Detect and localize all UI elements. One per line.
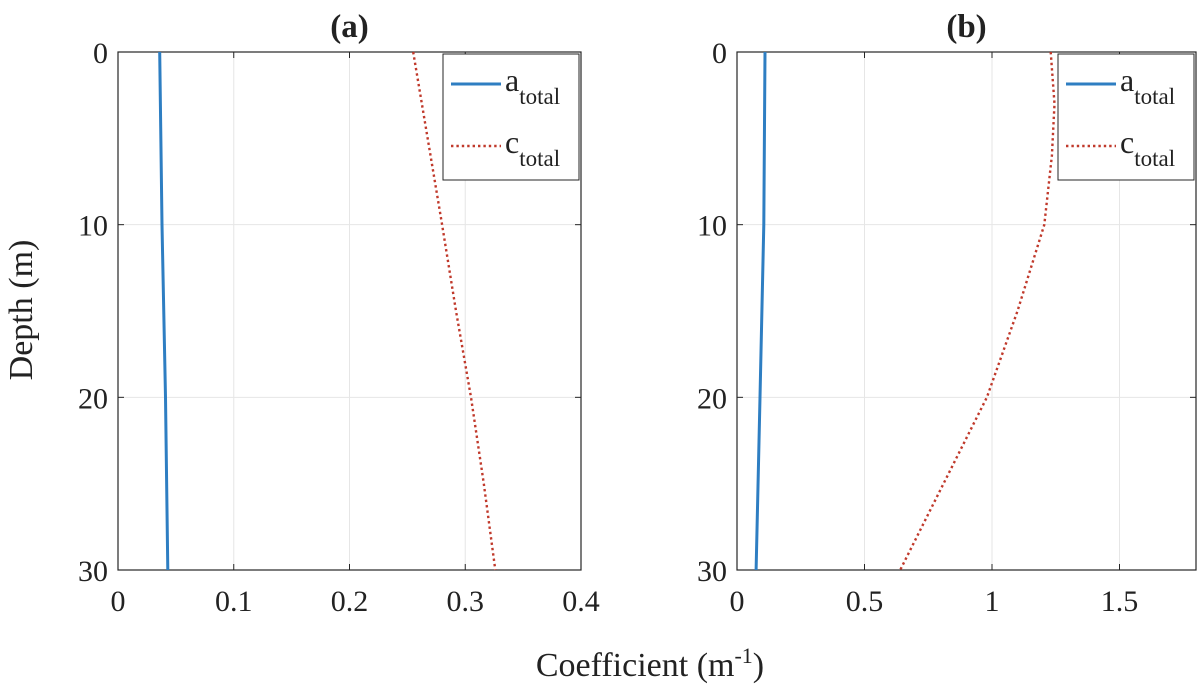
x-tick-label: 0.4 bbox=[562, 585, 600, 618]
y-tick-label: 0 bbox=[712, 37, 727, 70]
x-tick-label: 1 bbox=[985, 585, 1000, 618]
legend-label-subscript: total bbox=[1134, 146, 1175, 171]
legend-label-c_total: ctotal bbox=[1120, 124, 1175, 171]
legend-label-subscript: total bbox=[519, 146, 560, 171]
x-tick-label: 0 bbox=[111, 585, 126, 618]
series-line-c_total bbox=[412, 51, 497, 571]
y-tick-label: 0 bbox=[93, 37, 108, 70]
legend-label-subscript: total bbox=[1134, 84, 1175, 109]
y-axis-label: Depth (m) bbox=[3, 240, 40, 381]
legend-box bbox=[1057, 53, 1195, 181]
x-tick-label: 0 bbox=[730, 585, 745, 618]
legend-label-a_total: atotal bbox=[505, 62, 560, 109]
y-tick-label: 20 bbox=[78, 382, 108, 415]
y-tick-label: 20 bbox=[697, 382, 727, 415]
legend-label-c_total: ctotal bbox=[505, 124, 560, 171]
legend-label-main: a bbox=[505, 62, 519, 98]
x-tick-label: 1.5 bbox=[1101, 585, 1139, 618]
panel-title: (a) bbox=[330, 9, 368, 45]
legend-label-main: a bbox=[1120, 62, 1134, 98]
y-tick-label: 30 bbox=[697, 555, 727, 588]
series-line-a_total bbox=[754, 51, 767, 571]
legend-label-main: c bbox=[505, 124, 519, 160]
x-axis-label: Coefficient (m-1) bbox=[536, 643, 764, 684]
legend-box bbox=[442, 53, 580, 181]
x-tick-label: 0.5 bbox=[846, 585, 884, 618]
x-tick-label: 0.3 bbox=[447, 585, 485, 618]
x-tick-label: 0.2 bbox=[331, 585, 369, 618]
y-tick-label: 10 bbox=[78, 210, 108, 243]
x-axis-label-main: Coefficient (m bbox=[536, 647, 735, 684]
series-line-c_total bbox=[899, 51, 1056, 571]
x-tick-label: 0.1 bbox=[215, 585, 253, 618]
x-axis-label-superscript: -1 bbox=[734, 643, 752, 668]
axes-box bbox=[736, 51, 1197, 571]
panel-title: (b) bbox=[946, 9, 986, 45]
y-tick-label: 10 bbox=[697, 210, 727, 243]
legend-label-subscript: total bbox=[519, 84, 560, 109]
legend-label-a_total: atotal bbox=[1120, 62, 1175, 109]
series-line-a_total bbox=[158, 51, 170, 571]
y-tick-label: 30 bbox=[78, 555, 108, 588]
legend-label-main: c bbox=[1120, 124, 1134, 160]
x-axis-label-close: ) bbox=[753, 647, 764, 684]
